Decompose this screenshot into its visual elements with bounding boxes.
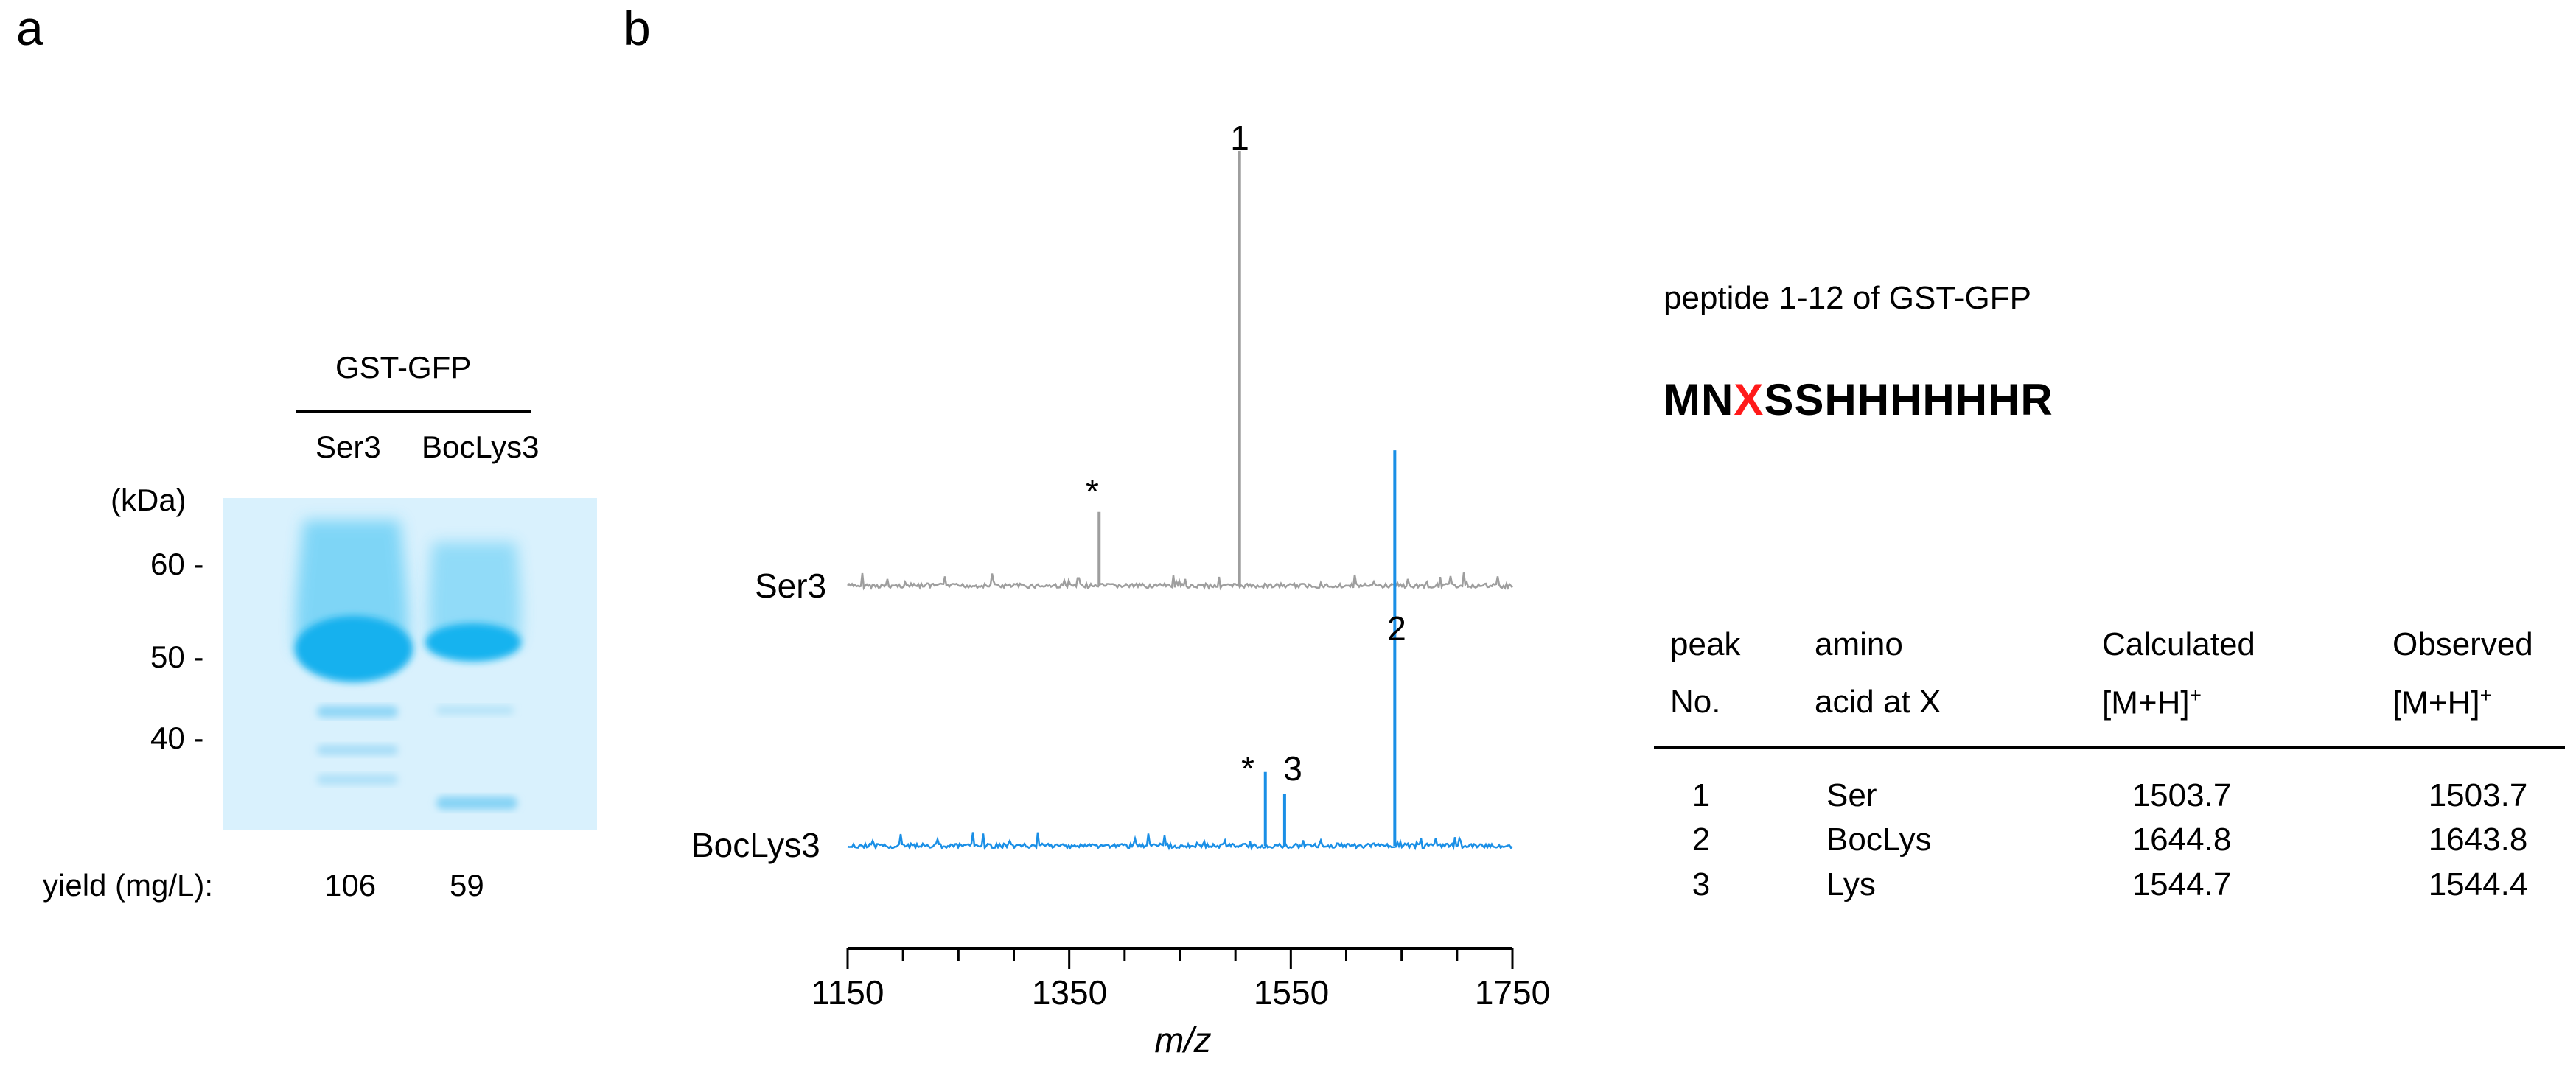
gel-lane-label-boclys3: BocLys3: [422, 430, 540, 464]
panel-label-b: b: [624, 1, 651, 55]
gel-yield-boclys3: 59: [450, 868, 484, 903]
table-row2-observed: 1643.8: [2428, 821, 2528, 858]
spectrum-baseline-ser3: [847, 572, 1513, 591]
spectrum-label-ser3: Ser3: [755, 567, 827, 605]
gel-smear-lane2: [428, 542, 521, 645]
panel-label-a: a: [16, 1, 43, 55]
gel-band-lane2-main: [425, 623, 521, 662]
gel-band-lane1-lower2: [317, 745, 398, 755]
table-row3-calculated: 1544.7: [2132, 866, 2232, 903]
gel-bands: [295, 520, 521, 810]
gel-bracket-line: [296, 410, 531, 413]
peak-label-3: 3: [1283, 749, 1302, 788]
gel-image: [223, 498, 597, 830]
table-row3-observed: 1544.4: [2428, 866, 2528, 903]
x-tick-label-1350: 1350: [1031, 973, 1108, 1012]
gel-unit-label: (kDa): [111, 483, 186, 517]
gel-yield-label: yield (mg/L):: [43, 868, 214, 903]
table-row2-amino: BocLys: [1826, 821, 1932, 858]
table-header-calculated-line1: Calculated: [2102, 626, 2255, 662]
table-row2-peak: 2: [1692, 821, 1711, 858]
sequence-variable-residue: X: [1734, 375, 1765, 424]
table-row3-peak: 3: [1692, 866, 1711, 903]
gel-band-lane1-lower3: [317, 774, 398, 785]
peak-label-star-boclys3: *: [1241, 749, 1254, 788]
sequence-prefix: MN: [1664, 375, 1734, 424]
sequence-suffix: SSHHHHHHR: [1764, 375, 2053, 424]
peak-label-1: 1: [1230, 119, 1249, 157]
peak-label-2: 2: [1387, 609, 1406, 648]
peptide-caption: peptide 1-12 of GST-GFP: [1664, 280, 2031, 316]
gel-band-lane1-lower1: [317, 706, 398, 718]
gel-yield-ser3: 106: [324, 868, 377, 903]
table-header-observed-line2: [M+H]+: [2392, 684, 2492, 721]
table-row1-observed: 1503.7: [2428, 777, 2528, 813]
gel-lane-label-ser3: Ser3: [315, 430, 381, 464]
gel-band-lane2-lower2: [436, 796, 517, 810]
table-header-observed-line1: Observed: [2392, 626, 2533, 662]
table-header-amino-line1: amino: [1815, 626, 1903, 662]
peptide-sequence: MNXSSHHHHHHR: [1664, 374, 2053, 425]
x-tick-label-1750: 1750: [1474, 973, 1551, 1012]
gel-protein-label: GST-GFP: [335, 350, 472, 385]
gel-marker-60: 60 -: [150, 547, 204, 581]
spectrum-label-boclys3: BocLys3: [691, 826, 820, 864]
gel-band-lane1-main: [295, 616, 413, 682]
x-axis-label: m/z: [1154, 1021, 1212, 1060]
table-row2-calculated: 1644.8: [2132, 821, 2232, 858]
table-header-rule: [1654, 746, 2565, 749]
table-row1-calculated: 1503.7: [2132, 777, 2232, 813]
table-header-peak-line2: No.: [1670, 684, 1721, 720]
table-header-amino-line2: acid at X: [1815, 684, 1941, 720]
gel-band-lane2-lower1: [436, 706, 514, 715]
x-tick-label-1150: 1150: [811, 973, 884, 1012]
table-header-calculated-line2: [M+H]+: [2102, 684, 2202, 721]
table-row1-amino: Ser: [1826, 777, 1877, 813]
peak-label-star-ser3: *: [1086, 472, 1099, 511]
table-header-peak-line1: peak: [1670, 626, 1741, 662]
table-row1-peak: 1: [1692, 777, 1711, 813]
gel-marker-40: 40 -: [150, 721, 204, 755]
gel-marker-50: 50 -: [150, 640, 204, 674]
x-tick-label-1550: 1550: [1253, 973, 1330, 1012]
spectrum-baseline-boclys3: [847, 832, 1513, 851]
table-row3-amino: Lys: [1826, 866, 1876, 903]
